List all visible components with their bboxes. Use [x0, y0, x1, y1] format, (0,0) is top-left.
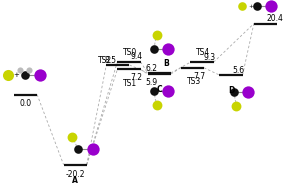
Point	[234, 104, 239, 107]
Text: TS0: TS0	[123, 48, 137, 57]
Point	[27, 69, 31, 72]
Point	[151, 47, 156, 50]
Text: -20.2: -20.2	[66, 170, 85, 179]
Point	[231, 91, 236, 94]
Text: TS4: TS4	[196, 48, 210, 57]
Text: B: B	[163, 59, 169, 68]
Text: +: +	[248, 4, 253, 9]
Text: 6.2: 6.2	[146, 64, 158, 73]
Text: 7.7: 7.7	[194, 72, 206, 81]
Text: 20.4: 20.4	[267, 14, 284, 23]
Text: 5.9: 5.9	[146, 78, 158, 87]
Point	[38, 74, 43, 77]
Point	[166, 47, 171, 50]
Point	[154, 103, 159, 106]
Text: TS2: TS2	[98, 56, 112, 65]
Text: A: A	[72, 176, 78, 185]
Text: 9.4: 9.4	[130, 53, 143, 61]
Point	[76, 148, 80, 151]
Point	[151, 90, 156, 93]
Text: D: D	[228, 86, 234, 95]
Point	[18, 69, 23, 72]
Point	[246, 91, 250, 94]
Point	[70, 135, 75, 138]
Point	[239, 5, 244, 8]
Point	[166, 90, 171, 93]
Point	[5, 74, 10, 77]
Point	[154, 34, 159, 37]
Text: 0.0: 0.0	[19, 99, 32, 108]
Text: 5.6: 5.6	[232, 66, 245, 75]
Text: +: +	[14, 72, 20, 78]
Text: TS3: TS3	[187, 77, 201, 86]
Point	[268, 5, 273, 8]
Point	[91, 148, 96, 151]
Text: C: C	[156, 85, 162, 94]
Text: 9.3: 9.3	[204, 53, 216, 62]
Text: TS1: TS1	[123, 79, 137, 88]
Text: 8.5: 8.5	[104, 56, 117, 65]
Text: 7.2: 7.2	[130, 73, 142, 82]
Point	[254, 5, 259, 8]
Point	[22, 74, 27, 77]
